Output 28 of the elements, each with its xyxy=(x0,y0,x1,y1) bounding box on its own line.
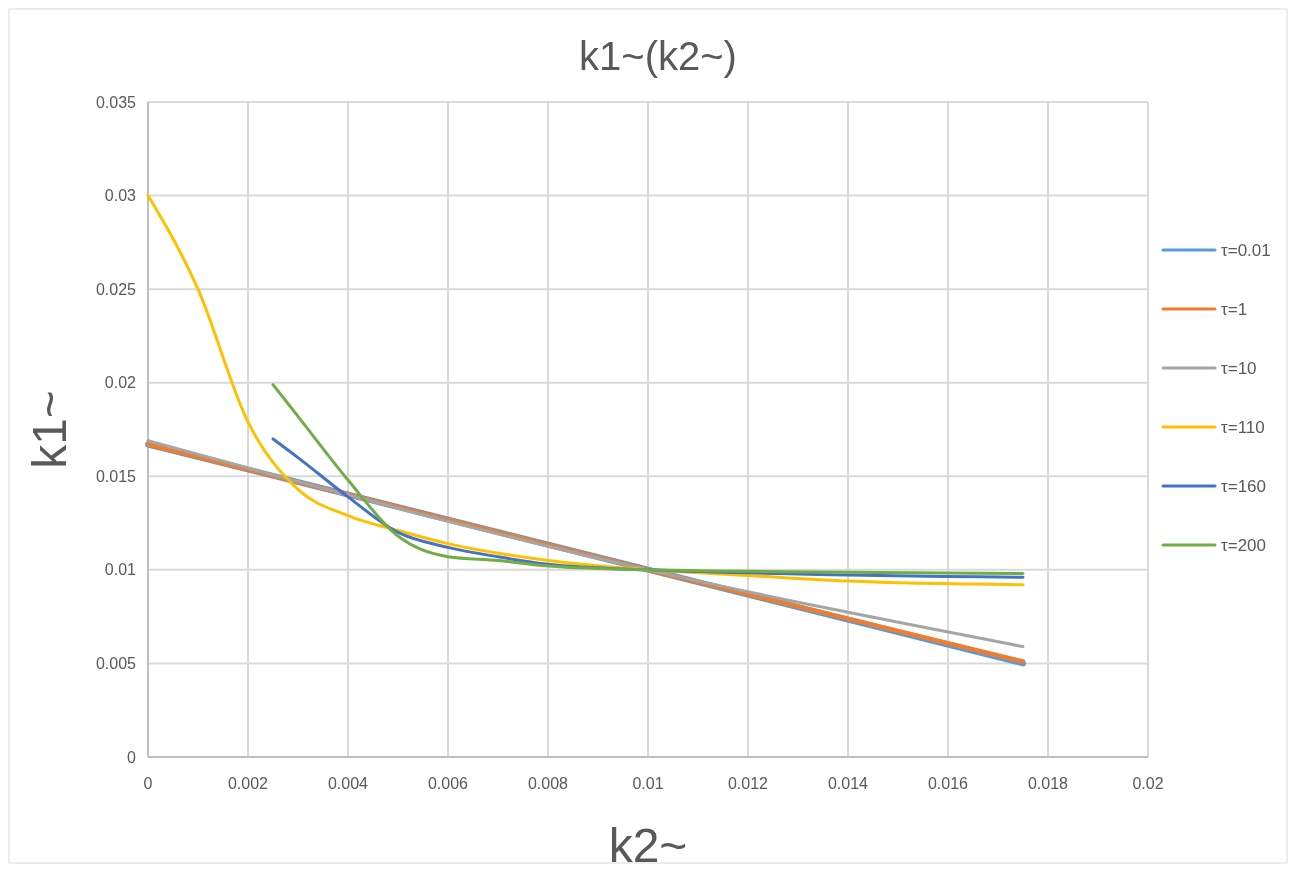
x-tick-label: 0.01 xyxy=(632,775,664,792)
x-axis-title: k2~ xyxy=(608,819,688,872)
x-tick-label: 0.02 xyxy=(1132,775,1164,792)
y-tick-label: 0.02 xyxy=(104,374,137,392)
y-tick-label: 0.01 xyxy=(104,561,137,579)
legend-label: τ=160 xyxy=(1221,476,1267,496)
legend-label: τ=200 xyxy=(1221,535,1267,555)
y-tick-label: 0.005 xyxy=(95,655,137,673)
chart-title: k1~(k2~) xyxy=(579,34,737,78)
y-tick-label: 0.025 xyxy=(95,280,137,298)
y-tick-label: 0.035 xyxy=(95,93,137,111)
y-axis-title: k1~ xyxy=(23,390,76,469)
x-tick-label: 0.012 xyxy=(727,775,769,792)
legend-label: τ=1 xyxy=(1221,299,1248,319)
x-tick-label: 0.008 xyxy=(527,775,569,792)
legend-label: τ=0.01 xyxy=(1221,240,1271,260)
x-tick-label: 0.014 xyxy=(827,775,869,792)
y-tick-label: 0.03 xyxy=(104,187,137,205)
y-tick-label: 0.015 xyxy=(95,467,137,485)
x-tick-label: 0 xyxy=(143,775,153,792)
x-tick-label: 0.018 xyxy=(1027,775,1069,792)
x-tick-label: 0.004 xyxy=(327,775,369,792)
y-tick-label: 0 xyxy=(127,748,137,766)
legend-label: τ=110 xyxy=(1221,417,1265,437)
x-tick-label: 0.016 xyxy=(927,775,969,792)
x-tick-label: 0.006 xyxy=(427,775,469,792)
legend-label: τ=10 xyxy=(1221,358,1257,378)
x-tick-label: 0.002 xyxy=(227,775,269,792)
